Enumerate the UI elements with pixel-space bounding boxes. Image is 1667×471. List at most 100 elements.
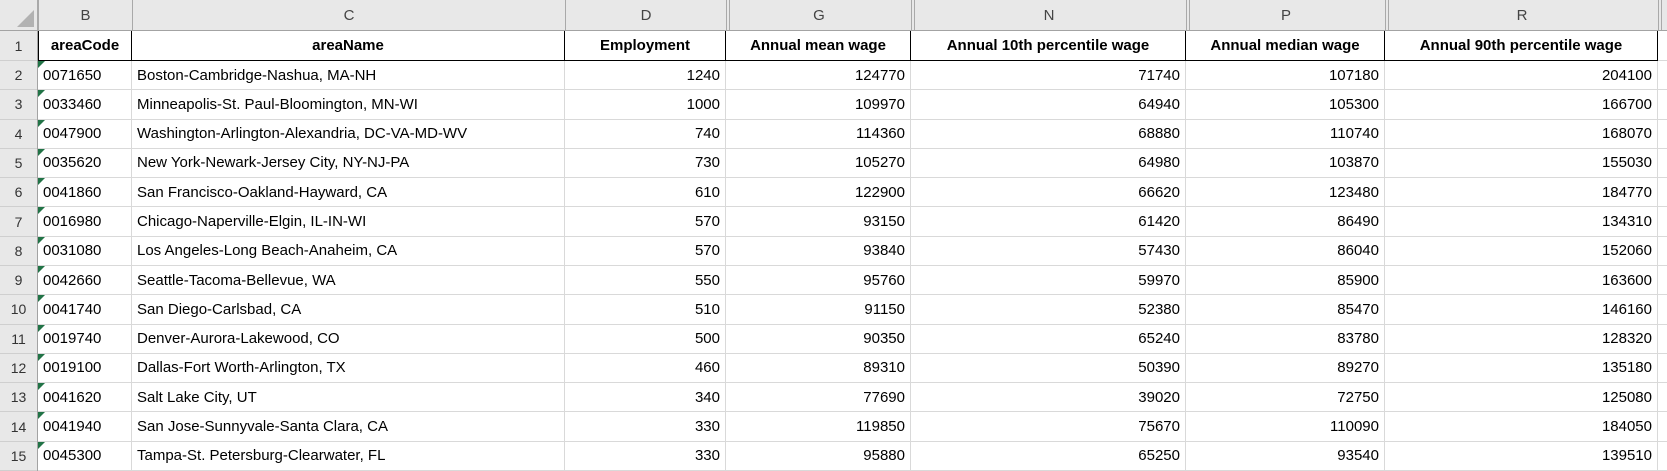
cell-R12[interactable]: 135180	[1385, 353, 1658, 384]
cell-R14[interactable]: 184050	[1385, 412, 1658, 442]
cell-C6[interactable]: San Francisco-Oakland-Hayward, CA	[132, 178, 565, 208]
cell-C12[interactable]: Dallas-Fort Worth-Arlington, TX	[132, 353, 565, 384]
cell-R5[interactable]: 155030	[1385, 148, 1658, 179]
cell-R15[interactable]: 139510	[1385, 441, 1658, 471]
cell-G7[interactable]: 93150	[726, 207, 911, 237]
cell-N9[interactable]: 59970	[911, 265, 1186, 296]
cell-C7[interactable]: Chicago-Naperville-Elgin, IL-IN-WI	[132, 207, 565, 237]
cell-N8[interactable]: 57430	[911, 236, 1186, 266]
cell-P7[interactable]: 86490	[1186, 207, 1385, 237]
cell-D14[interactable]: 330	[565, 412, 726, 442]
cell-partial-8[interactable]	[1658, 236, 1667, 266]
cell-partial-5[interactable]	[1658, 148, 1667, 179]
cell-R3[interactable]: 166700	[1385, 90, 1658, 120]
cell-C8[interactable]: Los Angeles-Long Beach-Anaheim, CA	[132, 236, 565, 266]
cell-R9[interactable]: 163600	[1385, 265, 1658, 296]
cell-P1-header[interactable]: Annual median wage	[1186, 31, 1385, 61]
column-header-D[interactable]: D	[565, 0, 726, 30]
cell-N7[interactable]: 61420	[911, 207, 1186, 237]
cell-N4[interactable]: 68880	[911, 119, 1186, 149]
cell-P10[interactable]: 85470	[1186, 295, 1385, 325]
cell-R4[interactable]: 168070	[1385, 119, 1658, 149]
cell-N3[interactable]: 64940	[911, 90, 1186, 120]
cell-N15[interactable]: 65250	[911, 441, 1186, 471]
cell-partial-9[interactable]	[1658, 265, 1667, 296]
column-header-partial[interactable]	[1658, 0, 1667, 30]
cell-P13[interactable]: 72750	[1186, 383, 1385, 413]
cell-C10[interactable]: San Diego-Carlsbad, CA	[132, 295, 565, 325]
cell-partial-15[interactable]	[1658, 441, 1667, 471]
cell-C11[interactable]: Denver-Aurora-Lakewood, CO	[132, 324, 565, 354]
cell-R13[interactable]: 125080	[1385, 383, 1658, 413]
cell-G1-header[interactable]: Annual mean wage	[726, 31, 911, 61]
row-header-8[interactable]: 8	[0, 237, 37, 266]
cell-D15[interactable]: 330	[565, 441, 726, 471]
cell-G8[interactable]: 93840	[726, 236, 911, 266]
cell-D8[interactable]: 570	[565, 236, 726, 266]
row-header-7[interactable]: 7	[0, 207, 37, 237]
cell-D10[interactable]: 510	[565, 295, 726, 325]
cell-N14[interactable]: 75670	[911, 412, 1186, 442]
cell-N6[interactable]: 66620	[911, 178, 1186, 208]
cell-B14[interactable]: 0041940	[38, 412, 132, 442]
cell-G10[interactable]: 91150	[726, 295, 911, 325]
cell-R1-header[interactable]: Annual 90th percentile wage	[1385, 31, 1658, 61]
cell-N1-header[interactable]: Annual 10th percentile wage	[911, 31, 1186, 61]
cell-P8[interactable]: 86040	[1186, 236, 1385, 266]
cell-N11[interactable]: 65240	[911, 324, 1186, 354]
cell-B11[interactable]: 0019740	[38, 324, 132, 354]
cell-G3[interactable]: 109970	[726, 90, 911, 120]
cell-G2[interactable]: 124770	[726, 61, 911, 91]
cell-P6[interactable]: 123480	[1186, 178, 1385, 208]
cell-R10[interactable]: 146160	[1385, 295, 1658, 325]
cell-P12[interactable]: 89270	[1186, 353, 1385, 384]
cell-D7[interactable]: 570	[565, 207, 726, 237]
cell-B12[interactable]: 0019100	[38, 353, 132, 384]
cell-P14[interactable]: 110090	[1186, 412, 1385, 442]
column-header-C[interactable]: C	[132, 0, 565, 30]
cell-G12[interactable]: 89310	[726, 353, 911, 384]
cell-N10[interactable]: 52380	[911, 295, 1186, 325]
row-header-4[interactable]: 4	[0, 120, 37, 149]
column-header-G[interactable]: G	[726, 0, 911, 30]
cell-B6[interactable]: 0041860	[38, 178, 132, 208]
cell-B10[interactable]: 0041740	[38, 295, 132, 325]
cell-header-partial[interactable]	[1658, 31, 1667, 61]
row-header-9[interactable]: 9	[0, 266, 37, 296]
cell-N12[interactable]: 50390	[911, 353, 1186, 384]
cell-N5[interactable]: 64980	[911, 148, 1186, 179]
cell-D1-header[interactable]: Employment	[565, 31, 726, 61]
column-header-P[interactable]: P	[1186, 0, 1385, 30]
cell-B8[interactable]: 0031080	[38, 236, 132, 266]
cell-partial-6[interactable]	[1658, 178, 1667, 208]
cell-P4[interactable]: 110740	[1186, 119, 1385, 149]
cell-D9[interactable]: 550	[565, 265, 726, 296]
cell-P11[interactable]: 83780	[1186, 324, 1385, 354]
cell-partial-11[interactable]	[1658, 324, 1667, 354]
cell-N13[interactable]: 39020	[911, 383, 1186, 413]
cell-partial-14[interactable]	[1658, 412, 1667, 442]
row-header-3[interactable]: 3	[0, 90, 37, 120]
row-header-15[interactable]: 15	[0, 442, 37, 471]
row-header-5[interactable]: 5	[0, 149, 37, 179]
cell-P2[interactable]: 107180	[1186, 61, 1385, 91]
cell-C9[interactable]: Seattle-Tacoma-Bellevue, WA	[132, 265, 565, 296]
cell-D6[interactable]: 610	[565, 178, 726, 208]
cell-C1-header[interactable]: areaName	[132, 31, 565, 61]
column-header-N[interactable]: N	[911, 0, 1186, 30]
cell-partial-4[interactable]	[1658, 119, 1667, 149]
cell-B2[interactable]: 0071650	[38, 61, 132, 91]
cell-P9[interactable]: 85900	[1186, 265, 1385, 296]
cell-R8[interactable]: 152060	[1385, 236, 1658, 266]
cell-G11[interactable]: 90350	[726, 324, 911, 354]
row-header-6[interactable]: 6	[0, 178, 37, 208]
cell-P15[interactable]: 93540	[1186, 441, 1385, 471]
cell-B13[interactable]: 0041620	[38, 383, 132, 413]
cell-partial-12[interactable]	[1658, 353, 1667, 384]
cell-G4[interactable]: 114360	[726, 119, 911, 149]
cell-G6[interactable]: 122900	[726, 178, 911, 208]
column-header-R[interactable]: R	[1385, 0, 1658, 30]
cell-G14[interactable]: 119850	[726, 412, 911, 442]
cell-R11[interactable]: 128320	[1385, 324, 1658, 354]
cell-R2[interactable]: 204100	[1385, 61, 1658, 91]
